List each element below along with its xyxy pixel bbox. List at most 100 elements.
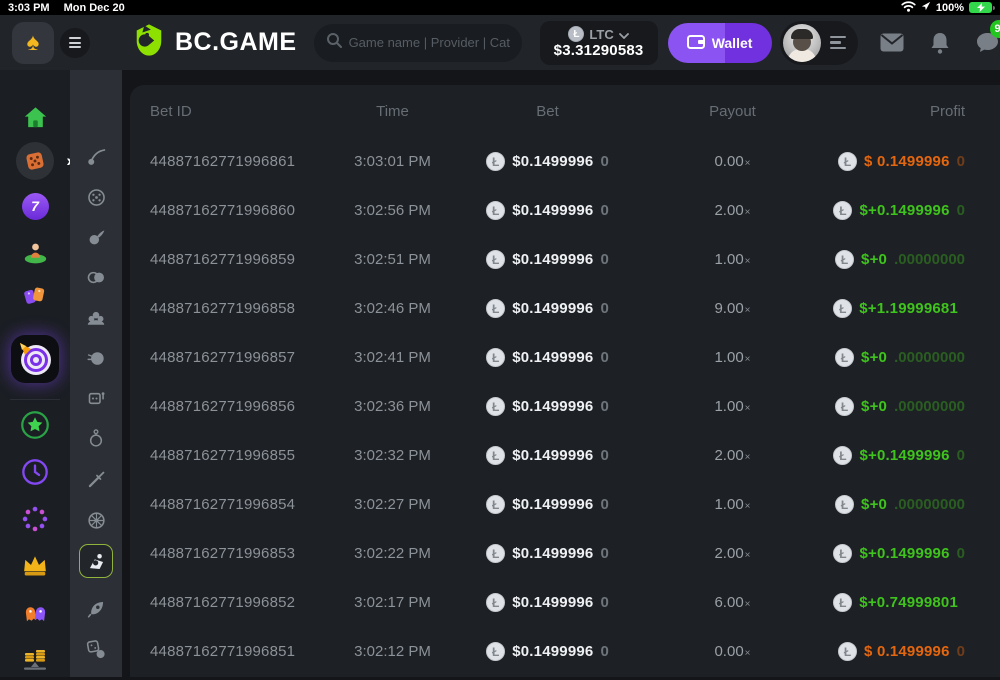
sidebar-item-affiliate[interactable] — [13, 636, 57, 680]
game-item-slot-machine[interactable] — [79, 381, 113, 415]
bet-time: 3:02:17 PM — [330, 594, 455, 611]
spade-icon: ♠ — [27, 29, 40, 57]
col-time: Time — [330, 103, 455, 120]
bet-payout: 9.00× — [640, 300, 825, 317]
bet-id: 44887162771996854 — [150, 496, 330, 513]
sidebar-item-target-game-active[interactable] — [11, 335, 59, 383]
crowd-icon — [85, 307, 107, 327]
bet-profit: Ł $+0.00000000 — [825, 348, 965, 367]
bet-row[interactable]: 44887162771996851 3:02:12 PM Ł $0.149999… — [130, 627, 1000, 676]
game-search[interactable] — [314, 24, 522, 62]
notifications-button[interactable] — [930, 32, 950, 54]
avatar[interactable] — [783, 24, 821, 62]
crash-comet-icon — [86, 147, 107, 168]
game-item-crash[interactable] — [79, 140, 113, 174]
bet-id: 44887162771996855 — [150, 447, 330, 464]
game-search-input[interactable] — [349, 35, 510, 50]
bet-row[interactable]: 44887162771996861 3:03:01 PM Ł $0.149999… — [130, 137, 1000, 186]
ltc-coin-icon: Ł — [833, 299, 852, 318]
bet-payout: 1.00× — [640, 349, 825, 366]
sidebar-item-home[interactable] — [13, 95, 57, 139]
bet-id: 44887162771996853 — [150, 545, 330, 562]
ltc-coin-icon: Ł — [486, 642, 505, 661]
rocket-icon — [86, 598, 107, 619]
sidebar-item-recent[interactable] — [13, 450, 57, 494]
location-icon — [921, 1, 931, 14]
wallet-balance: $3.31290583 — [554, 42, 644, 59]
currency-selector[interactable]: Ł LTC $3.31290583 — [540, 21, 658, 65]
ltc-coin-icon: Ł — [838, 642, 857, 661]
bet-row[interactable]: 44887162771996855 3:02:32 PM Ł $0.149999… — [130, 431, 1000, 480]
bet-time: 3:02:46 PM — [330, 300, 455, 317]
bet-id: 44887162771996860 — [150, 202, 330, 219]
ltc-coin-icon: Ł — [833, 593, 852, 612]
col-bet: Bet — [455, 103, 640, 120]
game-item-ball[interactable] — [79, 341, 113, 375]
col-profit: Profit — [825, 103, 965, 120]
crown-icon — [21, 553, 49, 577]
ltc-coin-icon: Ł — [833, 446, 852, 465]
secondary-sidebar — [70, 70, 122, 677]
ltc-coin-icon: Ł — [486, 397, 505, 416]
sidebar-item-casino[interactable]: › — [13, 139, 57, 183]
bet-payout: 0.00× — [640, 153, 825, 170]
bet-time: 3:03:01 PM — [330, 153, 455, 170]
sidebar-item-live-casino[interactable] — [13, 229, 57, 273]
dart-target-icon — [17, 341, 53, 377]
wallet-label: Wallet — [712, 35, 753, 51]
game-item-sword[interactable] — [79, 462, 113, 496]
mail-button[interactable] — [880, 33, 904, 52]
game-item-wheel[interactable] — [79, 503, 113, 537]
bet-row[interactable]: 44887162771996853 3:02:22 PM Ł $0.149999… — [130, 529, 1000, 578]
home-icon — [22, 104, 49, 131]
ltc-coin-icon: Ł — [486, 495, 505, 514]
bet-time: 3:02:36 PM — [330, 398, 455, 415]
collapse-menu-button[interactable] — [60, 28, 90, 58]
game-item-pendant[interactable] — [79, 421, 113, 455]
sidebar-item-slots[interactable]: 7 — [13, 184, 57, 228]
game-item-plinko[interactable] — [79, 300, 113, 334]
bet-id: 44887162771996858 — [150, 300, 330, 317]
spade-app-button[interactable]: ♠ — [12, 22, 54, 64]
sidebar-item-challenges[interactable] — [13, 497, 57, 541]
bet-row[interactable]: 44887162771996857 3:02:41 PM Ł $0.149999… — [130, 333, 1000, 382]
game-item-dice-duel[interactable] — [79, 632, 113, 666]
status-date: Mon Dec 20 — [64, 2, 125, 14]
ios-status-bar: 3:03 PM Mon Dec 20 100% — [0, 0, 1000, 15]
chat-button[interactable]: 99 — [976, 32, 999, 53]
bet-history-panel: Bet ID Time Bet Payout Profit 4488716277… — [130, 85, 1000, 677]
bet-rows: 44887162771996861 3:03:01 PM Ł $0.149999… — [130, 137, 1000, 676]
game-item-coinflip-active[interactable] — [79, 544, 113, 578]
chevron-down-icon — [619, 27, 629, 42]
game-item-rocket[interactable] — [79, 591, 113, 625]
bet-row[interactable]: 44887162771996859 3:02:51 PM Ł $0.149999… — [130, 235, 1000, 284]
slot-machine-icon — [86, 388, 107, 409]
bet-row[interactable]: 44887162771996856 3:02:36 PM Ł $0.149999… — [130, 382, 1000, 431]
bet-id: 44887162771996851 — [150, 643, 330, 660]
bet-row[interactable]: 44887162771996858 3:02:46 PM Ł $0.149999… — [130, 284, 1000, 333]
sidebar-item-promotions[interactable] — [13, 274, 57, 318]
bc-game-logo[interactable]: BC.GAME — [132, 23, 297, 62]
wallet-button[interactable]: Wallet — [668, 23, 772, 63]
profile-menu[interactable] — [780, 21, 858, 65]
currency-code: LTC — [589, 27, 613, 42]
game-item-double-coins[interactable] — [79, 260, 113, 294]
sidebar-item-vip[interactable] — [13, 543, 57, 587]
bet-row[interactable]: 44887162771996860 3:02:56 PM Ł $0.149999… — [130, 186, 1000, 235]
sidebar-item-favorites[interactable] — [13, 403, 57, 447]
ltc-coin-icon: Ł — [486, 593, 505, 612]
bet-profit: Ł $+0.74999801 — [825, 593, 965, 612]
game-item-classic-dice[interactable] — [79, 180, 113, 214]
bet-payout: 1.00× — [640, 251, 825, 268]
bet-id: 44887162771996857 — [150, 349, 330, 366]
ltc-coin-icon: Ł — [835, 348, 854, 367]
ltc-coin-icon: Ł — [835, 250, 854, 269]
bet-row[interactable]: 44887162771996852 3:02:17 PM Ł $0.149999… — [130, 578, 1000, 627]
game-item-fireball[interactable] — [79, 220, 113, 254]
bet-row[interactable]: 44887162771996854 3:02:27 PM Ł $0.149999… — [130, 480, 1000, 529]
sidebar-item-refer-friends[interactable] — [13, 590, 57, 634]
